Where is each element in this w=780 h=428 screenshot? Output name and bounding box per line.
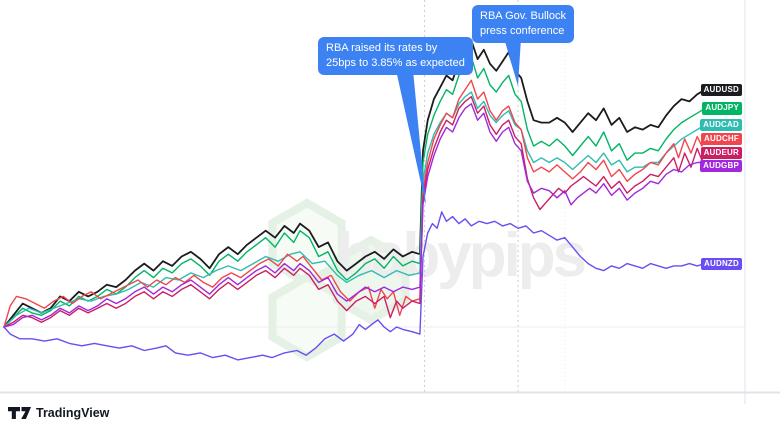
tradingview-logo[interactable]: TradingView xyxy=(8,406,109,420)
annotation-press-line2: press conference xyxy=(480,25,565,37)
time-axis[interactable]: 18:0018:3019:0019:3020:0020:3021:0021:30… xyxy=(0,392,780,428)
annotation-press-line1: RBA Gov. Bullock xyxy=(480,10,566,22)
tradingview-label: TradingView xyxy=(36,406,110,420)
series-line-audeur[interactable] xyxy=(3,95,706,328)
series-chip-audeur: AUDEUR xyxy=(700,147,742,160)
series-chip-audchf: AUDCHF xyxy=(701,133,742,146)
series-chip-audnzd: AUDNZD xyxy=(701,257,742,270)
annotation-rate-hike[interactable]: RBA raised its rates by 25bps to 3.85% a… xyxy=(318,37,473,75)
series-line-audchf[interactable] xyxy=(3,79,706,328)
annotation-rate-hike-line1: RBA raised its rates by xyxy=(326,42,438,54)
series-line-audusd[interactable] xyxy=(3,39,706,328)
price-axis[interactable]: 1.30%1.20%1.10%1.00%0.90%0.80%0.70%0.60%… xyxy=(745,0,780,428)
series-chip-audjpy: AUDJPY xyxy=(702,102,742,115)
annotation-press-conference[interactable]: RBA Gov. Bullock press conference xyxy=(472,5,574,43)
series-line-audjpy[interactable] xyxy=(3,56,706,328)
series-line-audcad[interactable] xyxy=(3,91,706,328)
annotation-rate-hike-line2: 25bps to 3.85% as expected xyxy=(326,57,465,69)
series-line-audgbp[interactable] xyxy=(3,103,706,328)
tradingview-icon xyxy=(8,407,31,419)
series-line-audnzd[interactable] xyxy=(3,211,706,361)
series-chip-audusd: AUDUSD xyxy=(700,83,742,96)
series-chip-audcad: AUDCAD xyxy=(700,118,742,132)
series-chip-audgbp: AUDGBP xyxy=(700,160,742,173)
